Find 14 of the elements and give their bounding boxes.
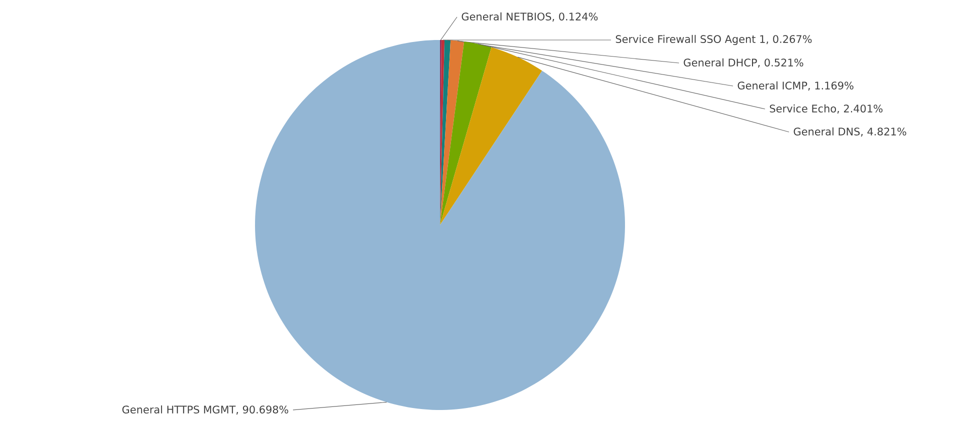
data-label: , 0.124% [552, 12, 598, 22]
data-label: , 1.169% [808, 82, 854, 91]
slice-label: General HTTPS MGMT [122, 405, 236, 414]
data-label: , 0.521% [758, 58, 804, 68]
slice-label: General NETBIOS [462, 12, 552, 20]
data-label: , 4.821% [861, 128, 906, 137]
slice-label: General DNS [794, 127, 860, 136]
slice-label: Service Echo [770, 104, 836, 112]
data-label: , 2.401% [837, 104, 883, 114]
data-label: , 0.267% [766, 35, 812, 44]
slice-label: General ICMP [738, 81, 808, 90]
slice-label: Service Firewall SSO Agent 1 [616, 34, 765, 46]
data-label: , 90.698% [236, 406, 288, 415]
slice-label: General DHCP [684, 58, 757, 66]
